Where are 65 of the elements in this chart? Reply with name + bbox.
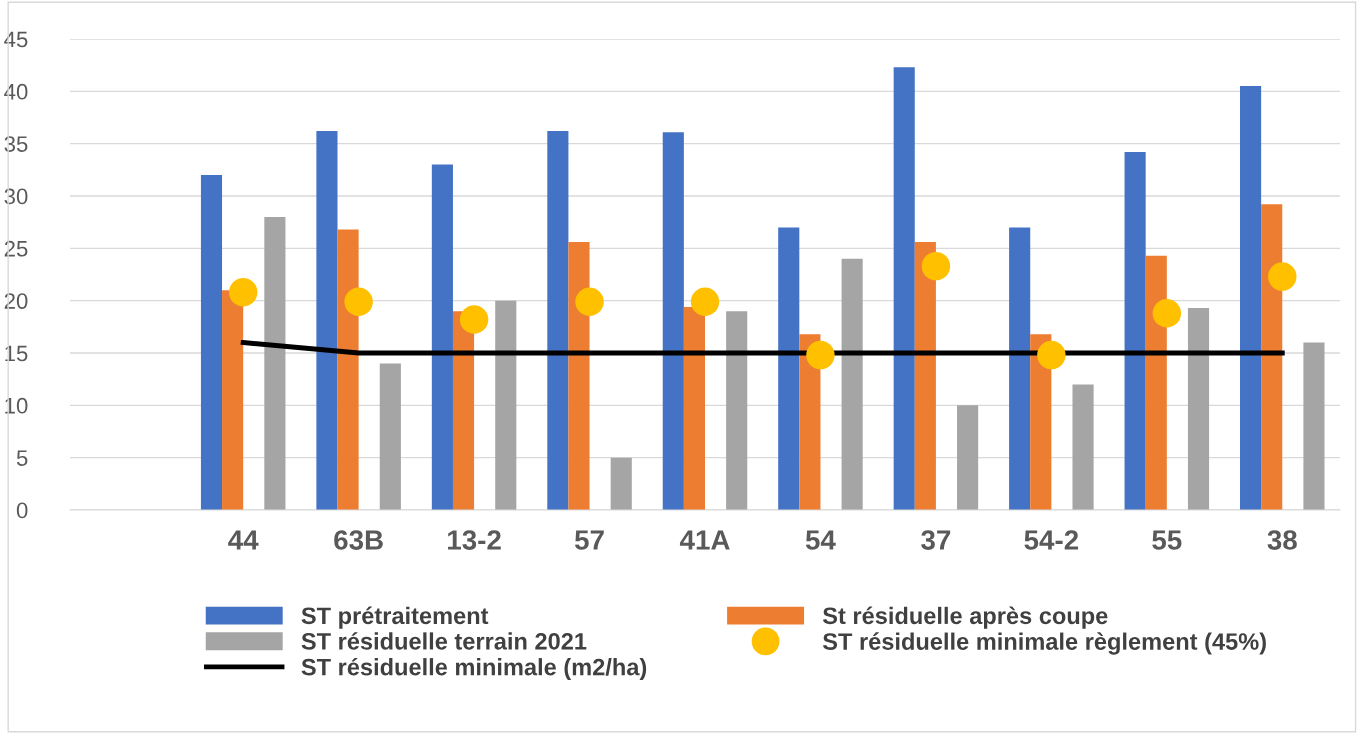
bar <box>547 131 569 510</box>
legend-label: ST prétraitement <box>301 606 489 629</box>
bar <box>726 311 748 510</box>
x-tick-label: 37 <box>921 530 951 550</box>
y-tick-label: 30 <box>4 188 28 205</box>
point <box>459 305 489 334</box>
bar <box>431 164 453 510</box>
x-tick-label: 38 <box>1267 530 1297 550</box>
x-tick-label: 57 <box>574 530 604 550</box>
bar <box>222 290 244 510</box>
legend-label: ST résiduelle terrain 2021 <box>301 632 587 650</box>
bar <box>1030 334 1052 510</box>
y-tick-label: 15 <box>5 345 28 362</box>
y-tick-label: 5 <box>16 450 28 466</box>
bar <box>264 216 286 510</box>
bar <box>452 311 475 510</box>
point <box>344 287 373 316</box>
y-tick-label: 10 <box>5 397 28 414</box>
bar <box>1009 227 1031 510</box>
point <box>1268 262 1297 291</box>
x-tick-label: 41A <box>679 530 730 550</box>
bar <box>568 242 590 510</box>
bar <box>683 306 705 510</box>
point <box>690 287 720 316</box>
bar <box>1261 204 1283 510</box>
bar <box>610 457 632 510</box>
bar <box>841 258 863 510</box>
bar <box>1124 152 1146 510</box>
point <box>1152 298 1182 328</box>
x-tick-label: 54-2 <box>1024 530 1079 550</box>
bar <box>662 132 684 510</box>
bar <box>893 67 915 510</box>
bar <box>495 300 517 510</box>
bar <box>778 227 800 510</box>
bar <box>1303 342 1325 510</box>
bar <box>337 229 359 510</box>
y-tick-label: 35 <box>4 136 28 152</box>
bar <box>1240 86 1262 510</box>
x-tick-label: 13-2 <box>448 530 501 550</box>
bar <box>1145 255 1167 510</box>
point <box>1037 340 1066 370</box>
x-tick-label: 54 <box>805 530 836 550</box>
point <box>228 278 258 307</box>
bar <box>316 131 338 510</box>
legend-label: St résiduelle après coupe <box>822 606 1108 629</box>
y-tick-label: 0 <box>16 502 28 519</box>
y-tick-label: 25 <box>4 240 28 257</box>
x-tick-label: 63B <box>334 530 383 550</box>
y-tick-label: 45 <box>4 31 28 48</box>
x-tick-label: 55 <box>1152 530 1182 550</box>
bar <box>957 405 979 510</box>
bar <box>914 242 936 510</box>
point <box>921 251 951 281</box>
bar <box>799 334 821 510</box>
point <box>575 287 604 316</box>
bar <box>1187 307 1210 510</box>
legend-label: ST résiduelle minimale (m2/ha) <box>301 657 647 681</box>
legend-label: ST résiduelle minimale règlement (45%) <box>822 632 1266 655</box>
y-tick-label: 40 <box>4 83 28 100</box>
point <box>806 340 835 370</box>
bar <box>379 363 401 510</box>
bar <box>200 175 223 510</box>
x-tick-label: 44 <box>228 530 259 550</box>
y-tick-label: 20 <box>4 293 28 309</box>
bar <box>1072 384 1094 510</box>
